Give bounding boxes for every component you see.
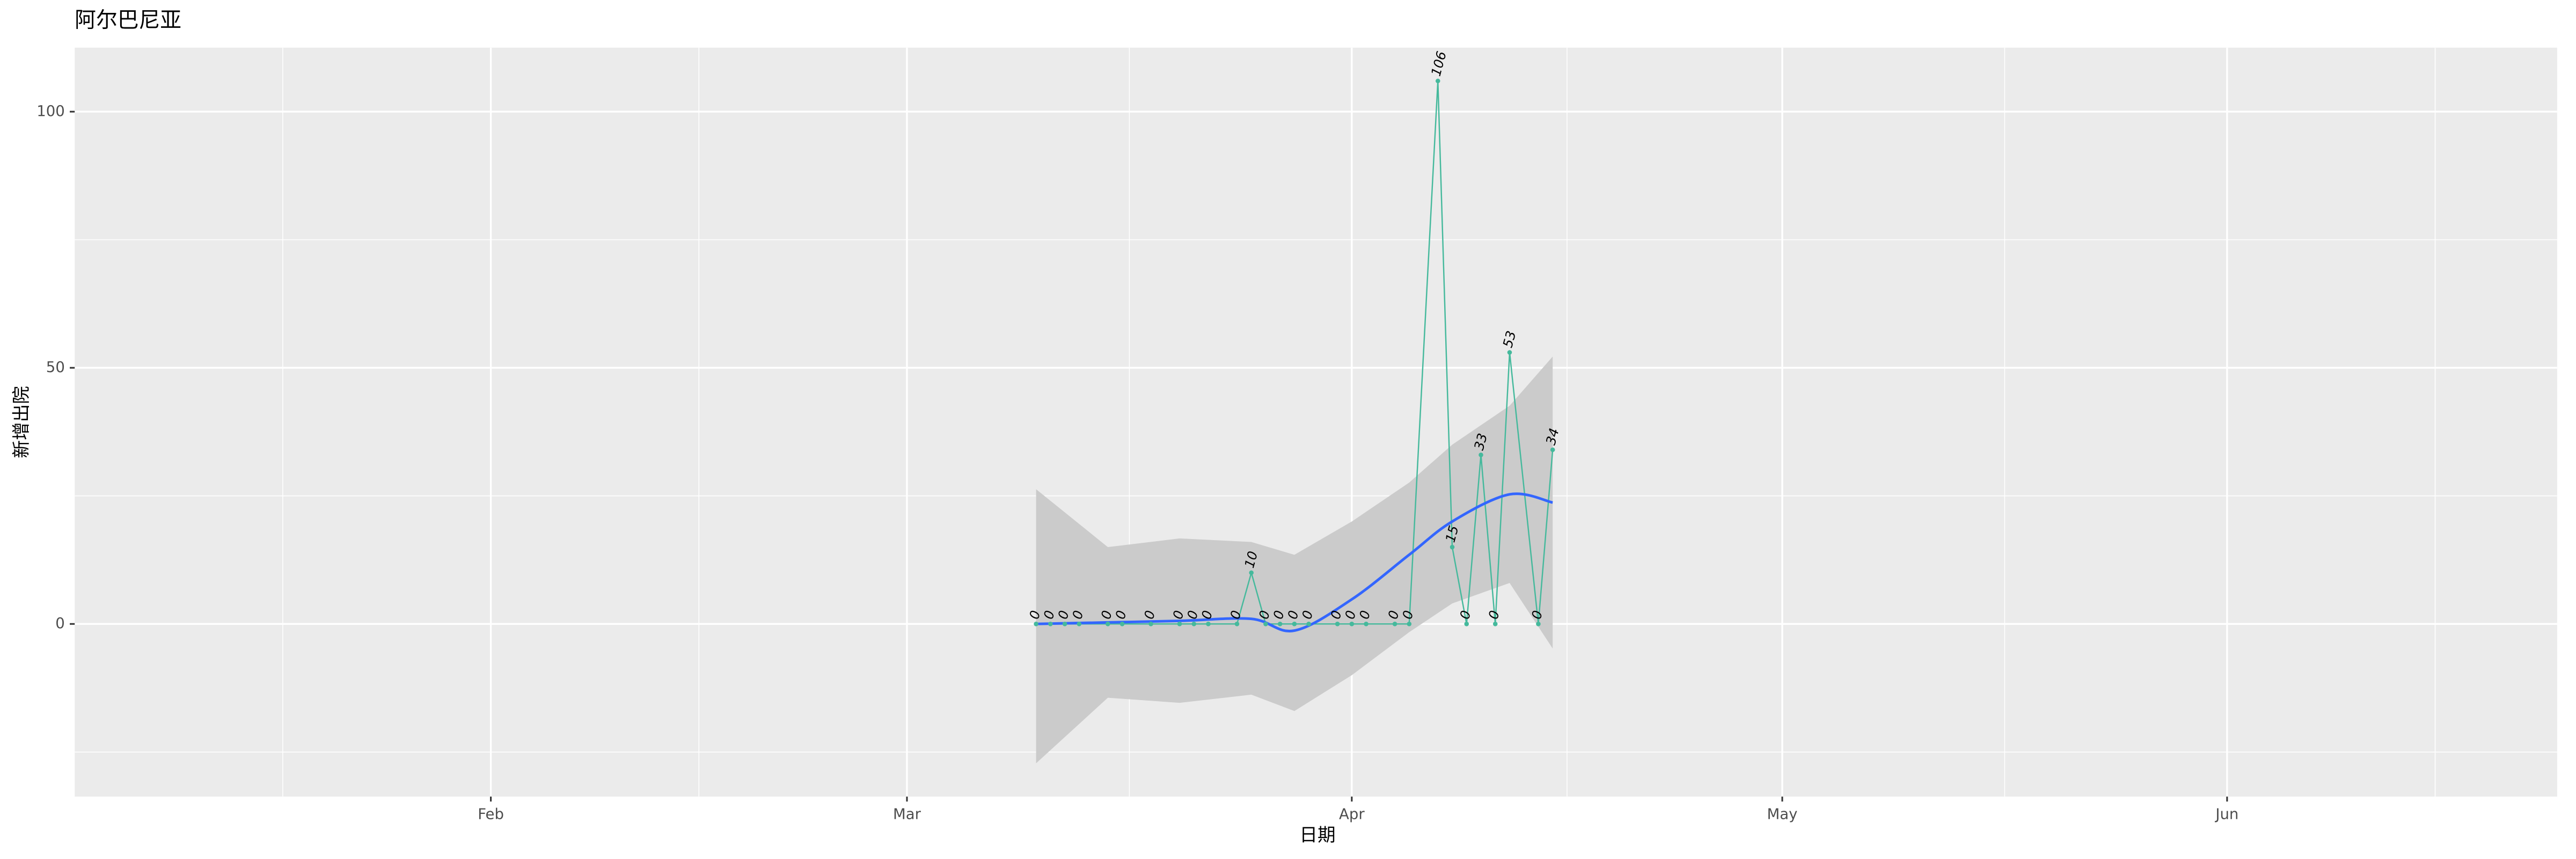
data-label: 0: [1356, 609, 1373, 621]
data-point: [1077, 621, 1082, 627]
data-point: [1292, 621, 1297, 627]
x-tick-label: May: [1767, 805, 1798, 822]
data-point: [1464, 621, 1469, 627]
data-label: 0: [1184, 609, 1201, 621]
data-label: 0: [1113, 609, 1130, 621]
data-label: 0: [1227, 609, 1244, 621]
y-tick-label: 50: [46, 359, 65, 376]
data-label: 0: [1069, 609, 1086, 621]
data-label: 0: [1041, 609, 1058, 621]
data-label: 0: [1270, 609, 1287, 621]
data-point: [1364, 621, 1368, 627]
data-label: 0: [1399, 609, 1416, 621]
data-label: 0: [1256, 609, 1273, 621]
x-tick-label: Apr: [1339, 805, 1365, 822]
data-point: [1277, 621, 1283, 627]
data-point: [1034, 621, 1038, 627]
data-label: 0: [1055, 609, 1072, 621]
x-tick-label: Jun: [2214, 805, 2238, 822]
data-point: [1177, 621, 1182, 627]
data-label: 0: [1026, 609, 1043, 621]
data-point: [1407, 621, 1412, 627]
chart-title: 阿尔巴尼亚: [75, 8, 181, 32]
data-point: [1507, 350, 1512, 355]
data-label: 0: [1457, 609, 1474, 621]
data-label: 0: [1528, 609, 1546, 621]
data-point: [1119, 621, 1125, 627]
data-point: [1249, 570, 1254, 576]
x-tick-label: Mar: [893, 805, 921, 822]
data-label: 0: [1342, 609, 1359, 621]
data-point: [1479, 453, 1483, 457]
data-label: 0: [1198, 609, 1216, 621]
confidence-band: [1036, 356, 1553, 763]
data-label: 0: [1385, 609, 1402, 621]
data-point: [1048, 621, 1053, 627]
data-point: [1191, 621, 1197, 627]
y-tick-label: 100: [36, 103, 65, 120]
data-point: [1550, 447, 1555, 453]
data-label: 0: [1299, 609, 1316, 621]
data-point: [1062, 621, 1067, 627]
data-label: 0: [1141, 609, 1158, 621]
smooth-line: [1036, 492, 1553, 632]
data-label: 0: [1169, 609, 1187, 621]
x-axis-label: 日期: [1299, 825, 1335, 846]
data-label: 0: [1485, 609, 1503, 621]
data-point: [1148, 621, 1153, 627]
data-point: [1450, 544, 1455, 550]
x-tick-label: Feb: [478, 805, 504, 822]
data-point: [1435, 78, 1440, 84]
data-point: [1335, 621, 1340, 627]
data-point: [1492, 621, 1498, 627]
data-point: [1349, 621, 1355, 627]
data-point: [1234, 621, 1240, 627]
data-point: [1263, 621, 1268, 627]
data-label: 0: [1328, 609, 1345, 621]
y-tick-label: 0: [55, 615, 65, 632]
data-point: [1536, 621, 1541, 627]
data-point: [1206, 621, 1211, 627]
data-point: [1392, 621, 1397, 627]
y-axis-label: 新增出院: [11, 386, 32, 458]
data-point: [1106, 621, 1110, 627]
data-label: 0: [1284, 609, 1301, 621]
data-label: 0: [1098, 609, 1115, 621]
data-point: [1306, 621, 1311, 627]
